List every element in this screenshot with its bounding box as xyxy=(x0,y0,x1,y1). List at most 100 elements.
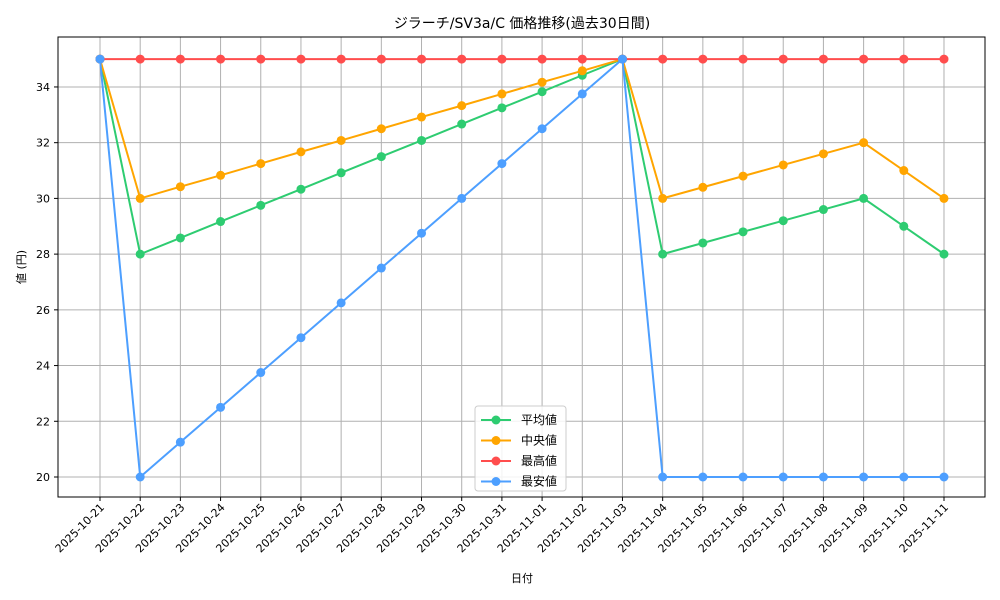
data-point xyxy=(939,54,949,64)
chart-title: ジラーチ/SV3a/C 価格推移(過去30日間) xyxy=(394,16,650,32)
legend-marker-icon xyxy=(491,477,501,486)
data-point xyxy=(738,171,748,181)
data-point xyxy=(939,193,949,203)
data-point xyxy=(497,89,507,99)
data-point xyxy=(296,184,306,194)
data-point xyxy=(417,135,427,145)
data-point xyxy=(256,54,266,64)
data-point xyxy=(216,217,226,227)
x-axis-label: 日付 xyxy=(511,572,533,585)
data-point xyxy=(778,216,788,226)
data-point xyxy=(738,472,748,482)
data-point xyxy=(859,193,869,203)
data-point xyxy=(698,238,708,248)
data-point xyxy=(537,124,547,134)
data-point xyxy=(698,472,708,482)
legend-label: 最安値 xyxy=(521,474,557,489)
data-point xyxy=(497,103,507,113)
y-axis-ticks: 20 22 24 26 28 30 32 34 xyxy=(36,81,58,484)
data-point xyxy=(698,54,708,64)
data-point xyxy=(256,159,266,169)
legend-marker-icon xyxy=(491,456,501,466)
data-point xyxy=(256,368,266,378)
data-point xyxy=(698,182,708,192)
data-point xyxy=(658,193,668,203)
data-point xyxy=(175,437,185,447)
data-point xyxy=(296,54,306,64)
legend-label: 最高値 xyxy=(521,453,557,468)
data-point xyxy=(216,54,226,64)
data-point xyxy=(778,160,788,170)
data-point xyxy=(216,170,226,180)
data-point xyxy=(457,101,467,111)
data-point xyxy=(457,193,467,203)
data-point xyxy=(417,112,427,122)
data-point xyxy=(95,54,105,64)
legend-marker-icon xyxy=(491,415,501,425)
x-axis-ticks: 2025-10-212025-10-222025-10-232025-10-24… xyxy=(53,497,951,555)
data-point xyxy=(899,54,909,64)
data-point xyxy=(818,149,828,159)
y-tick-label: 32 xyxy=(36,137,50,150)
data-point xyxy=(658,54,668,64)
data-point xyxy=(457,119,467,129)
data-point xyxy=(336,168,346,178)
legend-label: 平均値 xyxy=(521,412,557,427)
data-point xyxy=(336,298,346,308)
data-point xyxy=(818,205,828,215)
data-point xyxy=(859,54,869,64)
data-point xyxy=(135,472,145,482)
y-tick-label: 30 xyxy=(36,192,50,205)
data-point xyxy=(818,472,828,482)
data-point xyxy=(859,138,869,148)
data-point xyxy=(577,89,587,99)
data-point xyxy=(658,472,668,482)
legend-label: 中央値 xyxy=(521,433,557,448)
data-point xyxy=(577,66,587,76)
y-tick-label: 28 xyxy=(36,248,50,261)
data-point xyxy=(818,54,828,64)
data-point xyxy=(135,54,145,64)
y-tick-label: 26 xyxy=(36,304,50,317)
data-point xyxy=(256,200,266,210)
data-point xyxy=(376,152,386,162)
data-point xyxy=(175,233,185,243)
data-point xyxy=(899,221,909,231)
data-point xyxy=(175,182,185,192)
series-最高値 xyxy=(95,54,949,64)
data-point xyxy=(417,54,427,64)
data-point xyxy=(336,135,346,145)
data-point xyxy=(939,472,949,482)
series-lines xyxy=(95,54,949,482)
data-point xyxy=(738,227,748,237)
data-point xyxy=(537,54,547,64)
data-point xyxy=(778,472,788,482)
data-point xyxy=(135,193,145,203)
legend-marker-icon xyxy=(491,436,501,445)
data-point xyxy=(899,472,909,482)
data-point xyxy=(296,147,306,157)
series-最安値 xyxy=(95,54,949,482)
data-point xyxy=(577,54,587,64)
data-point xyxy=(899,166,909,176)
data-point xyxy=(336,54,346,64)
data-point xyxy=(296,333,306,343)
plot-area xyxy=(57,36,986,498)
data-point xyxy=(376,54,386,64)
data-point xyxy=(376,263,386,273)
data-point xyxy=(658,249,668,259)
data-point xyxy=(135,249,145,259)
data-point xyxy=(537,87,547,97)
data-point xyxy=(457,54,467,64)
data-point xyxy=(939,249,949,259)
data-point xyxy=(497,159,507,169)
data-point xyxy=(497,54,507,64)
data-point xyxy=(376,124,386,134)
data-point xyxy=(859,472,869,482)
series-中央値 xyxy=(95,54,949,203)
legend-box xyxy=(474,405,567,492)
data-point xyxy=(738,54,748,64)
y-tick-label: 24 xyxy=(36,360,50,373)
